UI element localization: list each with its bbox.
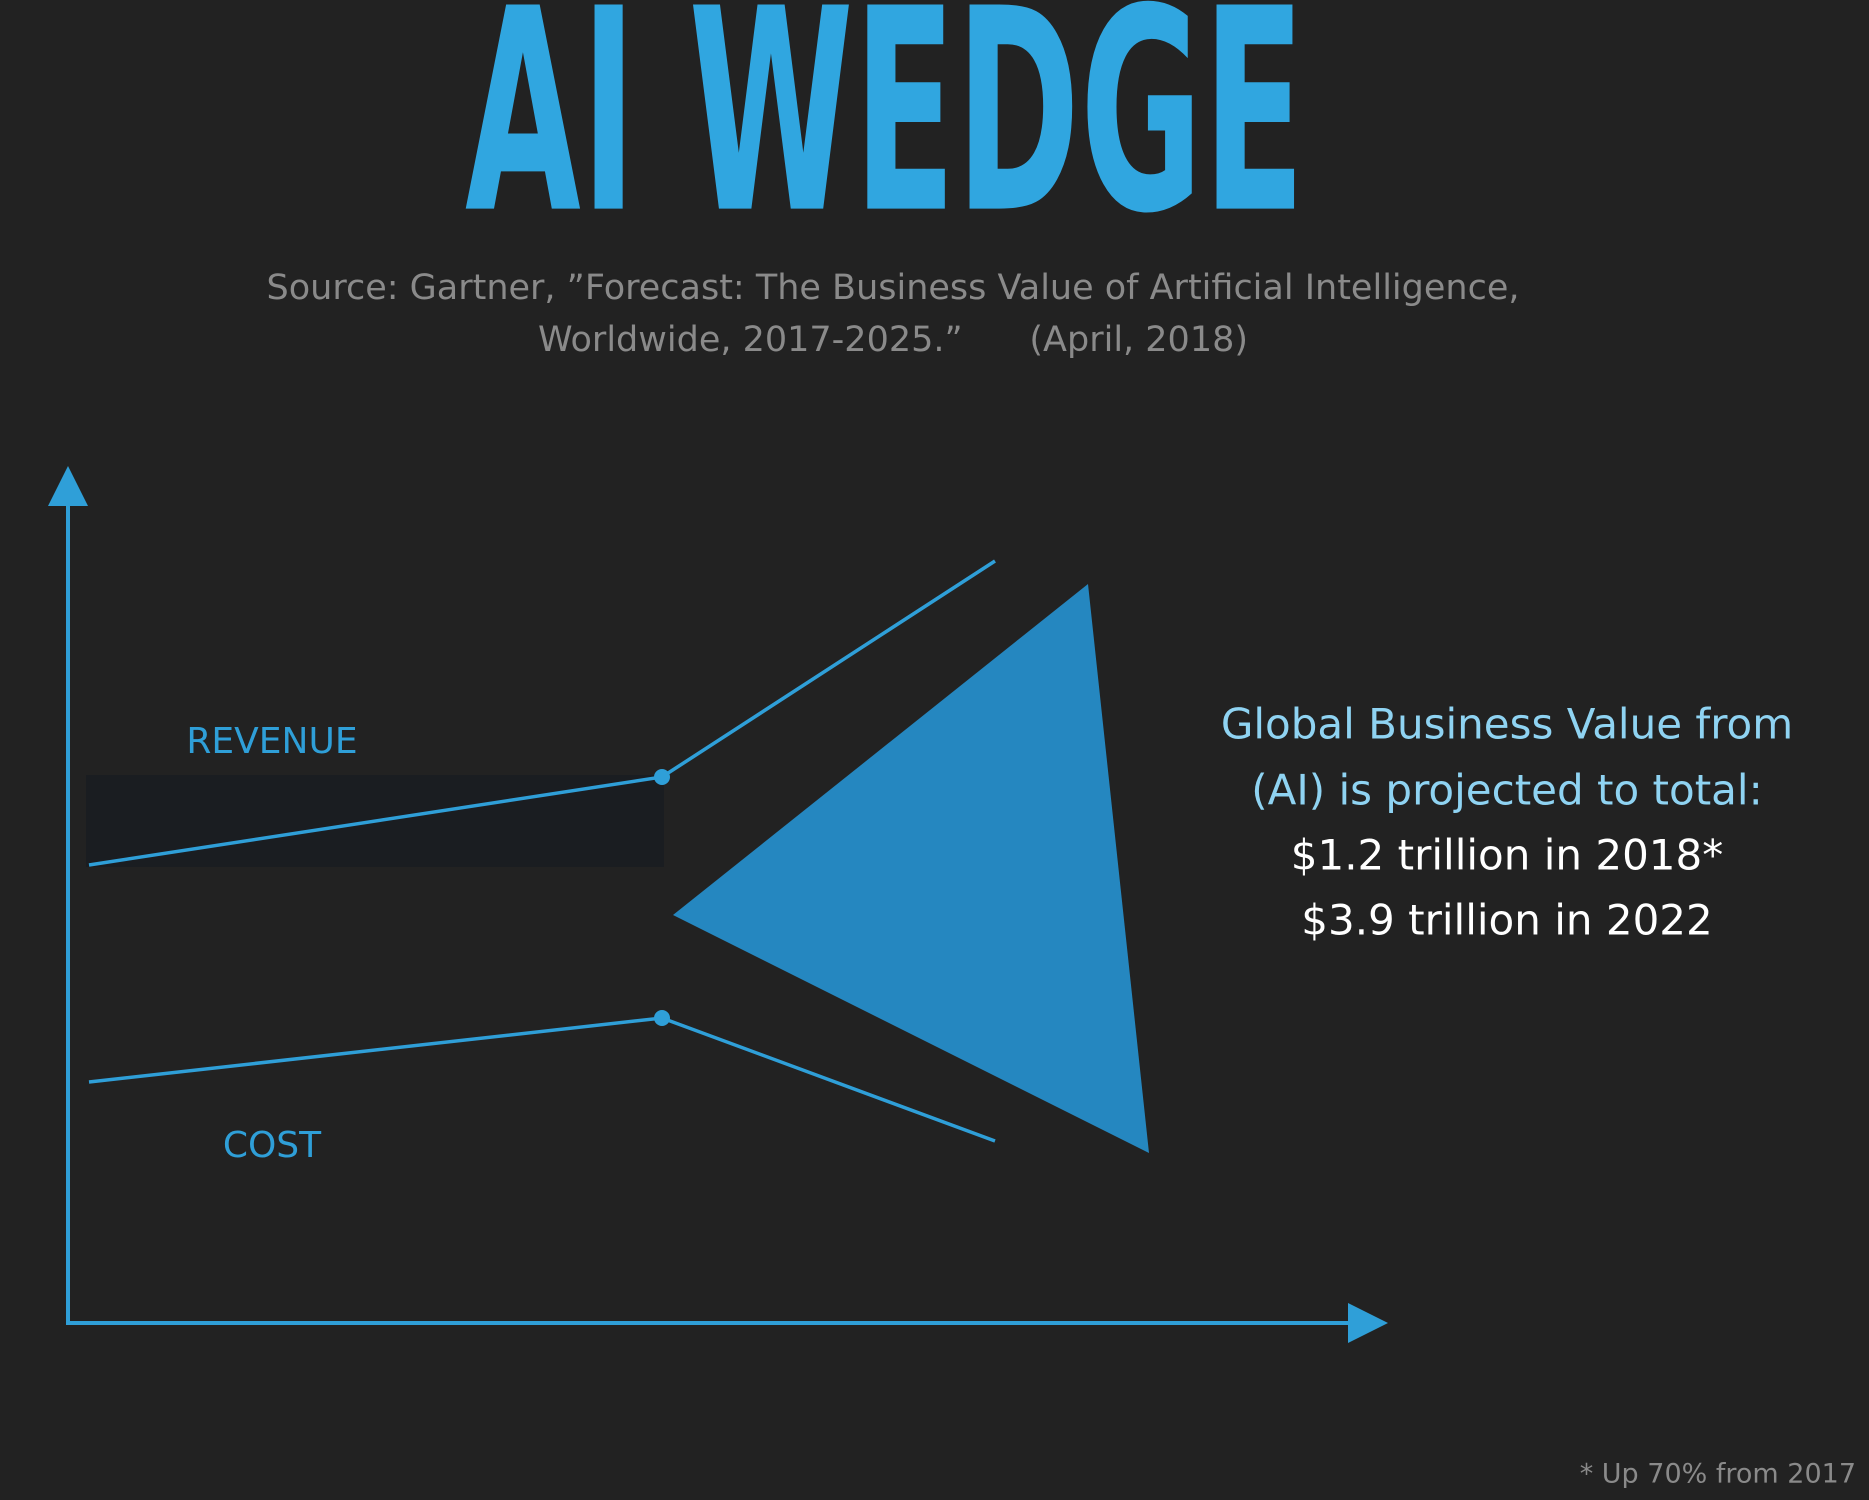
callout-line: $1.2 trillion in 2018* xyxy=(1291,831,1723,880)
callout-line: (AI) is projected to total: xyxy=(1251,766,1762,815)
cost-label: COST xyxy=(223,1125,322,1166)
source-line: Worldwide, 2017-2025.” (April, 2018) xyxy=(538,320,1248,360)
title: AI WEDGE xyxy=(465,0,1305,276)
source-line: Source: Gartner, ”Forecast: The Business… xyxy=(267,268,1520,308)
callout-line: Global Business Value from xyxy=(1221,700,1793,749)
revenue-point xyxy=(654,769,670,785)
callout-line: $3.9 trillion in 2022 xyxy=(1301,896,1712,945)
cost-point xyxy=(654,1010,670,1026)
revenue-label: REVENUE xyxy=(186,721,357,762)
footnote: * Up 70% from 2017 xyxy=(1580,1459,1856,1490)
wedge xyxy=(673,584,1149,1153)
